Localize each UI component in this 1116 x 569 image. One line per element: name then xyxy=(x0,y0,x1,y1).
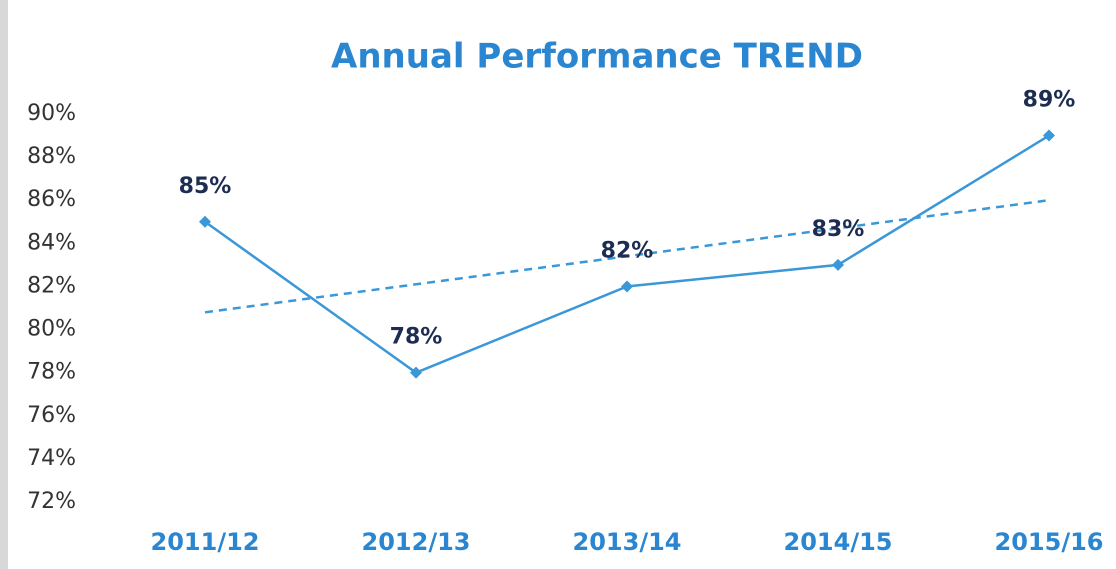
edge xyxy=(0,0,8,569)
marker xyxy=(199,215,211,228)
y-tick-label: 78% xyxy=(27,360,76,385)
x-tick-label: 2015/16 xyxy=(995,528,1104,556)
y-tick-label: 88% xyxy=(27,144,76,169)
value-label: 83% xyxy=(812,217,865,242)
marker xyxy=(832,258,844,271)
x-tick-label: 2012/13 xyxy=(362,528,471,556)
y-tick-label: 86% xyxy=(27,187,76,212)
chart-title: Annual Performance TREND xyxy=(331,37,863,77)
marker xyxy=(621,280,633,293)
x-tick-label: 2011/12 xyxy=(151,528,260,556)
trendline xyxy=(204,198,1050,314)
y-tick-label: 90% xyxy=(27,101,76,126)
value-label: 82% xyxy=(601,238,654,263)
y-tick-label: 82% xyxy=(27,273,76,298)
y-tick-label: 76% xyxy=(27,403,76,428)
value-label: 78% xyxy=(390,325,443,350)
y-tick-label: 72% xyxy=(27,489,76,514)
x-tick-label: 2014/15 xyxy=(784,528,893,556)
y-tick-label: 84% xyxy=(27,230,76,255)
y-tick-label: 74% xyxy=(27,446,76,471)
marker xyxy=(1043,129,1055,142)
value-label: 89% xyxy=(1023,88,1076,113)
marker xyxy=(410,366,422,379)
value-label: 85% xyxy=(179,174,232,199)
x-tick-label: 2013/14 xyxy=(573,528,682,556)
y-tick-label: 80% xyxy=(27,317,76,342)
